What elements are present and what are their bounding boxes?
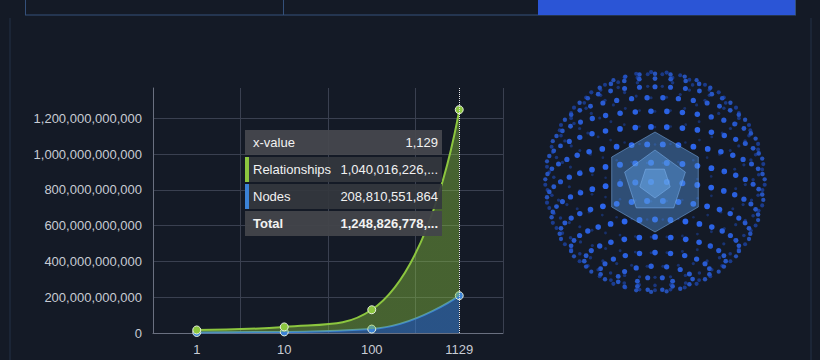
html-text:Total: Total: [253, 216, 284, 231]
svg-text:10: 10: [277, 342, 291, 357]
svg-text:1,200,000,000,000: 1,200,000,000,000: [34, 111, 142, 126]
svg-text:1,000,000,000,000: 1,000,000,000,000: [34, 147, 142, 162]
html-text:Relationships: Relationships: [253, 162, 331, 177]
svg-text:1129: 1129: [445, 342, 473, 357]
html-text:x-value: x-value: [253, 135, 295, 150]
html-text:208,810,551,864: 208,810,551,864: [340, 189, 438, 204]
svg-text:600,000,000,000: 600,000,000,000: [44, 218, 142, 233]
html-text:Nodes: Nodes: [253, 189, 291, 204]
svg-text:400,000,000,000: 400,000,000,000: [44, 254, 142, 269]
html-text:1,129: 1,129: [405, 135, 438, 150]
html-text:1,040,016,226,...: 1,040,016,226,...: [340, 162, 438, 177]
svg-text:0: 0: [135, 326, 142, 341]
svg-text:100: 100: [361, 342, 383, 357]
html-text:1,248,826,778,...: 1,248,826,778,...: [340, 216, 438, 231]
svg-text:800,000,000,000: 800,000,000,000: [44, 182, 142, 197]
svg-text:200,000,000,000: 200,000,000,000: [44, 290, 142, 305]
svg-text:1: 1: [193, 342, 200, 357]
